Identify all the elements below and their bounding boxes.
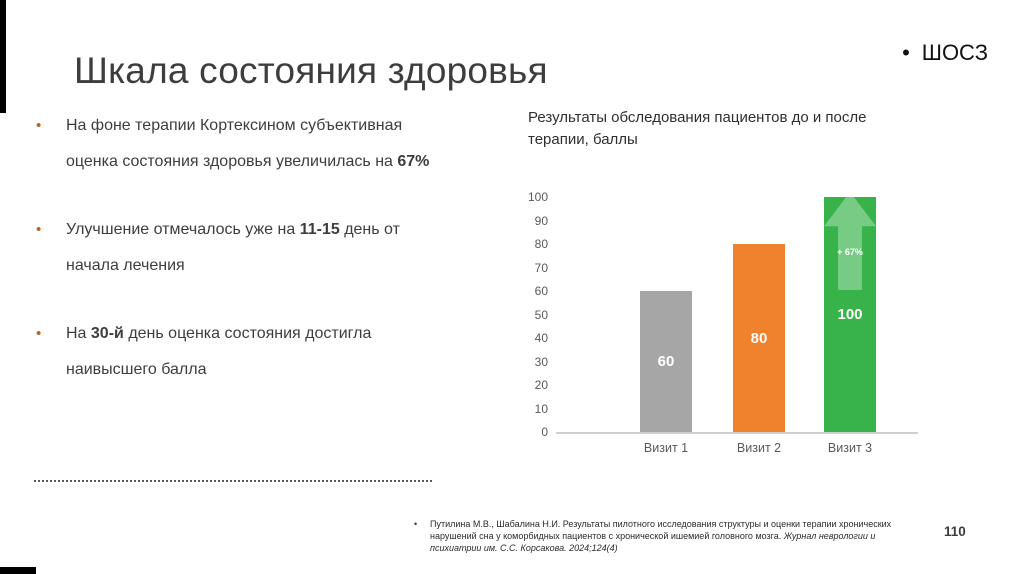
bullet-text: Улучшение отмечалось уже на 11-15 день о… — [66, 212, 432, 284]
y-axis: 0 10 20 30 40 50 60 70 80 90 100 — [498, 190, 548, 439]
left-edge-accent-bar — [0, 0, 6, 113]
bullet-text-pre: Улучшение отмечалось уже на — [66, 221, 300, 238]
corner-label: • ШОСЗ — [902, 40, 988, 66]
bullet-marker: • — [36, 221, 42, 238]
growth-arrow-icon — [824, 192, 876, 290]
bullet-text-pre: На — [66, 325, 91, 342]
footnote-marker: • — [414, 519, 418, 529]
slide-title: Шкала состояния здоровья — [74, 50, 548, 91]
y-axis-tick-label: 100 — [527, 190, 548, 204]
dotted-divider — [34, 480, 432, 482]
bullet-text-bold: 11-15 — [299, 221, 340, 238]
y-axis-tick-label: 60 — [534, 284, 548, 298]
x-axis-category-label: Визит 2 — [736, 441, 782, 455]
y-axis-tick-label: 40 — [534, 331, 548, 345]
bullet-text: На 30-й день оценка состояния достигла н… — [66, 316, 432, 388]
y-axis-tick-label: 70 — [534, 260, 548, 275]
bar-annotation: + 67% — [837, 247, 863, 257]
footnote: • Путилина М.В., Шабалина Н.И. Результат… — [414, 518, 926, 554]
bullet-text-post: день от начала лечения — [66, 221, 400, 274]
y-axis-tick-label: 10 — [534, 401, 548, 416]
bullet-item: • На 30-й день оценка состояния достигла… — [36, 316, 456, 388]
bullet-marker: • — [36, 117, 42, 134]
x-axis: Визит 1 Визит 2 Визит 3 — [556, 441, 918, 461]
bullet-text-pre: На фоне терапии Кортексином субъективная… — [66, 117, 403, 170]
bullet-item: • На фоне терапии Кортексином субъективн… — [36, 108, 456, 180]
bar-value-label: 80 — [750, 329, 768, 347]
bar-3: + 67% 100 — [824, 192, 876, 432]
footnote-text-italic: Журнал неврологии и психиатрии им. С.С. … — [430, 531, 876, 553]
bullet-text: На фоне терапии Кортексином субъективная… — [66, 108, 432, 180]
bullet-text-post: день оценка состояния достигла наивысшег… — [66, 325, 372, 378]
y-axis-tick-label: 50 — [534, 307, 548, 322]
corner-label-text: ШОСЗ — [921, 40, 988, 65]
bullet-marker: • — [36, 325, 42, 342]
bar-value-label: 60 — [657, 353, 675, 370]
bar-1: 60 — [640, 291, 692, 432]
bar-value-label: 100 — [837, 306, 863, 323]
bullet-text-bold: 67% — [397, 153, 430, 170]
y-axis-tick-label: 20 — [534, 378, 548, 392]
y-axis-tick-label: 80 — [534, 237, 548, 251]
footnote-text: Путилина М.В., Шабалина Н.И. Результаты … — [430, 518, 910, 554]
y-axis-tick-label: 90 — [534, 213, 548, 228]
bullet-item: • Улучшение отмечалось уже на 11-15 день… — [36, 212, 456, 284]
chart-title: Результаты обследования пациентов до и п… — [528, 109, 867, 148]
bar-chart-plot-area: 60 80 + 67% 100 — [556, 192, 918, 434]
footnote-text-regular: Путилина М.В., Шабалина Н.И. Результаты … — [430, 519, 892, 541]
x-axis-category-label: Визит 1 — [643, 441, 689, 455]
bullet-list: • На фоне терапии Кортексином субъективн… — [36, 108, 456, 420]
y-axis-tick-label: 30 — [534, 354, 548, 369]
bullet-text-bold: 30-й — [90, 325, 124, 342]
y-axis-tick-label: 0 — [541, 425, 548, 439]
x-axis-category-label: Визит 3 — [827, 441, 873, 455]
bar-2: 80 — [733, 244, 785, 432]
page-number: 110 — [944, 524, 966, 539]
bottom-edge-accent-bar — [0, 567, 36, 574]
corner-bullet: • — [902, 40, 910, 65]
